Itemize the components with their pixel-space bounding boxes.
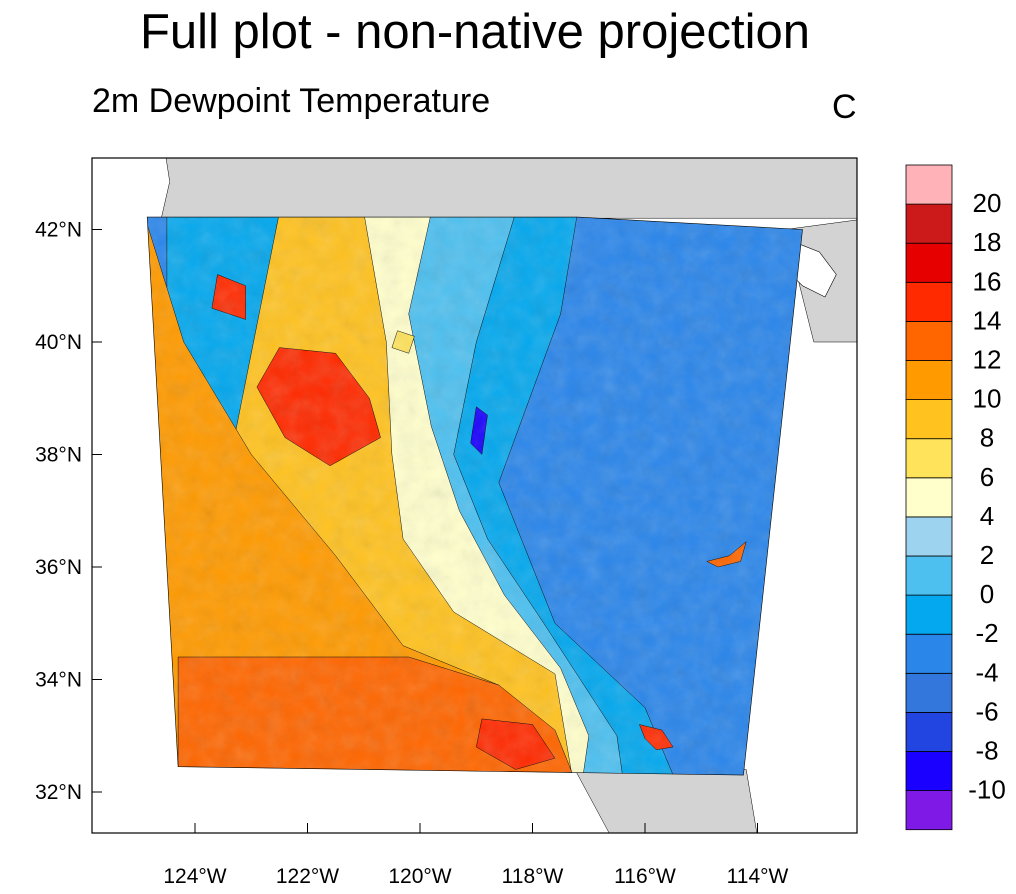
colorbar-label: 0 [980,579,994,609]
x-tick-label: 116°W [614,865,676,888]
domain-outline [146,216,803,776]
colorbar-label: 4 [980,501,994,531]
units-label: C [832,88,857,126]
colorbar-box [905,203,953,244]
colorbar-box [905,281,953,322]
y-tick-label: 42°N [35,219,82,242]
colorbar-label: 8 [980,423,994,453]
y-tick-label: 38°N [35,444,82,467]
x-tick-label: 120°W [388,865,451,888]
colorbar-label: 18 [973,227,1002,257]
colorbar-label: 16 [973,266,1002,296]
chart-title: Full plot - non-native projection [139,5,811,59]
y-tick-label: 36°N [35,556,82,579]
colorbar-box [905,164,953,205]
x-tick-label: 114°W [727,865,789,888]
colorbar-label: 6 [980,462,994,492]
colorbar-box [905,320,953,361]
colorbar-box [905,555,953,596]
x-tick-label: 122°W [276,865,339,888]
colorbar-box [905,672,953,713]
colorbar-label: -10 [968,775,1006,805]
colorbar-box [905,399,953,440]
field-texture [147,217,803,776]
colorbar-box [905,360,953,400]
colorbar-box [905,633,953,674]
colorbar-box [905,712,953,752]
chart-subtitle: 2m Dewpoint Temperature [92,82,491,120]
land-north [160,158,857,219]
x-tick-label: 118°W [502,865,564,888]
colorbar-box [905,516,953,557]
colorbar-box [905,438,953,479]
colorbar-label: -6 [975,696,998,726]
colorbar-label: -8 [975,736,998,766]
colorbar-label: 12 [973,345,1002,375]
colorbar-box [905,242,953,283]
colorbar-label: 2 [980,540,994,570]
y-tick-label: 40°N [35,331,82,354]
y-tick-label: 32°N [35,781,82,804]
colorbar-label: 10 [973,384,1002,414]
plot-frame [91,157,858,834]
colorbar-box [905,594,953,635]
colorbar-label: 14 [973,305,1002,335]
colorbar-box [905,477,953,518]
colorbar-box [905,751,953,791]
colorbar-box [905,790,953,831]
colorbar-label: -4 [975,657,998,687]
y-tick-label: 34°N [35,669,82,692]
colorbar-label: 20 [973,188,1002,218]
colorbar-label: -2 [975,618,998,648]
x-tick-label: 124°W [163,865,226,888]
